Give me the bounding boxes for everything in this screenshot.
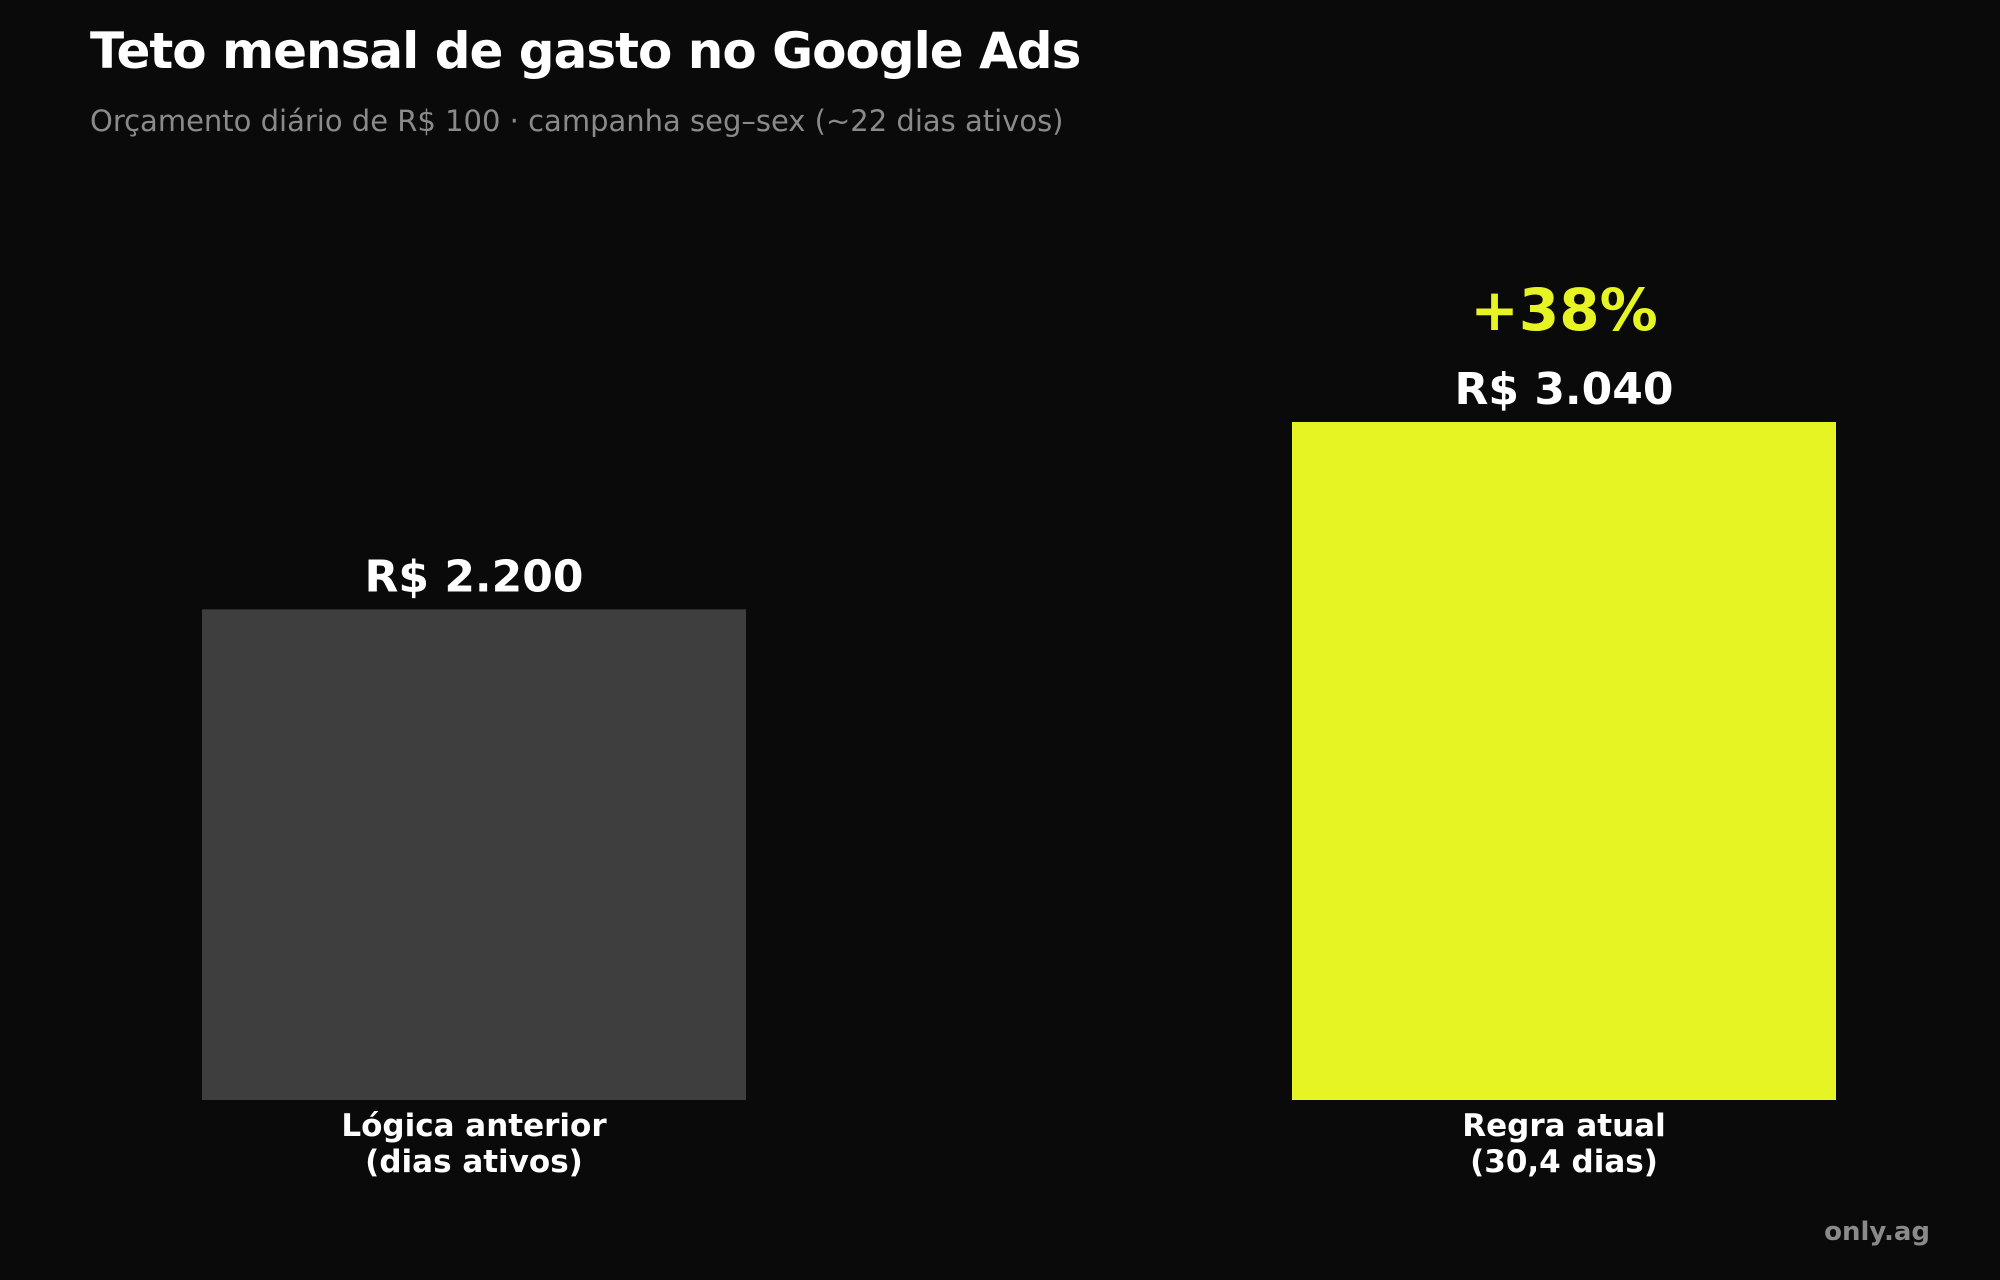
value-label: R$ 3.040: [1455, 364, 1674, 415]
bar-current-rule: [1292, 422, 1836, 1100]
value-label: R$ 2.200: [365, 551, 584, 602]
delta-annotation: +38%: [1470, 276, 1657, 344]
category-label: (30,4 dias): [1470, 1144, 1658, 1180]
chart-title: Teto mensal de gasto no Google Ads: [90, 22, 1081, 80]
category-label: Lógica anterior: [341, 1108, 607, 1144]
category-label: (dias ativos): [365, 1144, 583, 1180]
brand-watermark: only.ag: [1824, 1217, 1930, 1247]
category-label: Regra atual: [1462, 1108, 1665, 1144]
bar-previous-logic: [202, 609, 746, 1100]
chart-subtitle: Orçamento diário de R$ 100 · campanha se…: [90, 104, 1064, 138]
